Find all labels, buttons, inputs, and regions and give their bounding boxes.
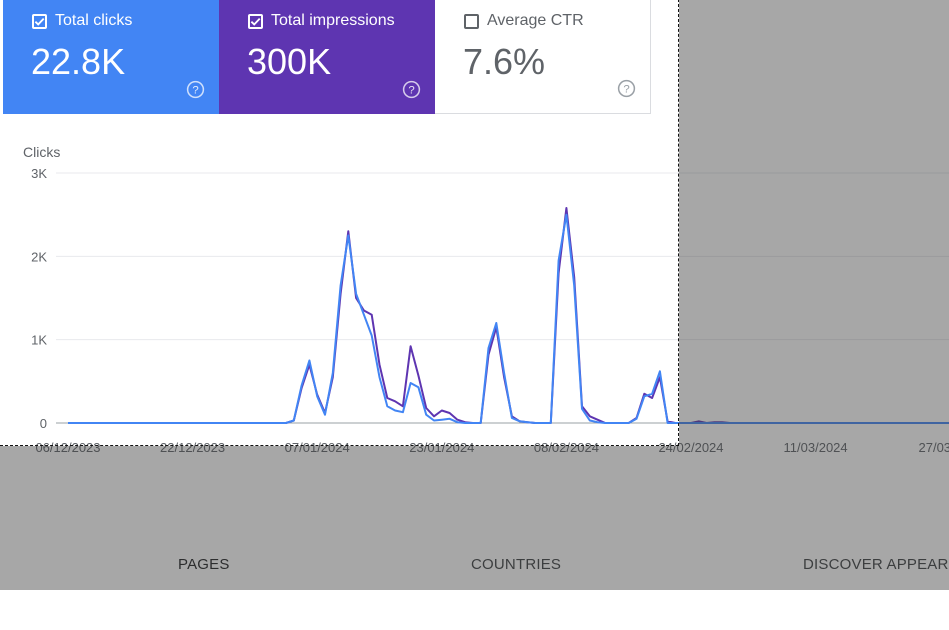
x-tick-label: 08/02/2024: [534, 440, 599, 455]
performance-chart: Clicks 0 1K 2K 3K 06/12/2023 22/12/2023 07/01…: [23, 144, 949, 455]
screenshot-selection-border: [0, 0, 679, 446]
y-axis-ticks: 0 1K 2K 3K: [31, 166, 47, 431]
y-tick-label: 3K: [31, 166, 47, 181]
x-tick-label: 23/01/2024: [409, 440, 474, 455]
x-axis-ticks: 06/12/2023 22/12/2023 07/01/2024 23/01/2024…: [35, 440, 949, 455]
total-clicks-label: Total clicks: [55, 12, 133, 29]
total-impressions-label: Total impressions: [271, 12, 395, 29]
total-impressions-card[interactable]: Total impressions 300K ?: [219, 0, 435, 114]
chart-series: [68, 207, 949, 424]
tab-countries[interactable]: COUNTRIES: [471, 556, 562, 573]
impressions-checkbox-icon[interactable]: [248, 13, 263, 29]
y-tick-label: 0: [40, 416, 47, 431]
tab-pages[interactable]: PAGES: [178, 556, 230, 573]
table-panel: [3, 527, 949, 590]
screenshot-dim-overlay: [679, 0, 949, 446]
help-icon[interactable]: ?: [402, 80, 421, 99]
x-tick-label: 24/02/2024: [658, 440, 723, 455]
x-tick-label: 11/03/2024: [784, 440, 848, 455]
total-clicks-value: 22.8K: [31, 41, 126, 82]
svg-text:?: ?: [623, 83, 629, 95]
average-ctr-card[interactable]: Average CTR 7.6% ?: [435, 0, 651, 114]
x-tick-label: 07/01/2024: [285, 440, 350, 455]
help-icon[interactable]: ?: [186, 80, 205, 99]
x-tick-label: 27/03/2: [919, 440, 949, 455]
ctr-checkbox-icon[interactable]: [464, 13, 479, 29]
total-clicks-card[interactable]: Total clicks 22.8K ?: [3, 0, 219, 114]
clicks-series-line: [68, 213, 949, 424]
tab-discover-appearance[interactable]: DISCOVER APPEAR: [803, 556, 949, 573]
x-tick-label: 22/12/2023: [160, 440, 225, 455]
svg-text:?: ?: [408, 84, 414, 96]
y-tick-label: 2K: [31, 249, 47, 264]
average-ctr-value: 7.6%: [463, 41, 546, 82]
clicks-checkbox-icon[interactable]: [32, 13, 47, 29]
average-ctr-label: Average CTR: [487, 12, 584, 29]
x-tick-label: 06/12/2023: [35, 440, 100, 455]
y-axis-title: Clicks: [23, 144, 60, 160]
screenshot-dim-overlay: [0, 446, 949, 590]
svg-text:?: ?: [192, 84, 198, 96]
total-impressions-value: 300K: [247, 41, 332, 82]
y-tick-label: 1K: [31, 333, 47, 348]
help-icon[interactable]: ?: [617, 79, 636, 98]
